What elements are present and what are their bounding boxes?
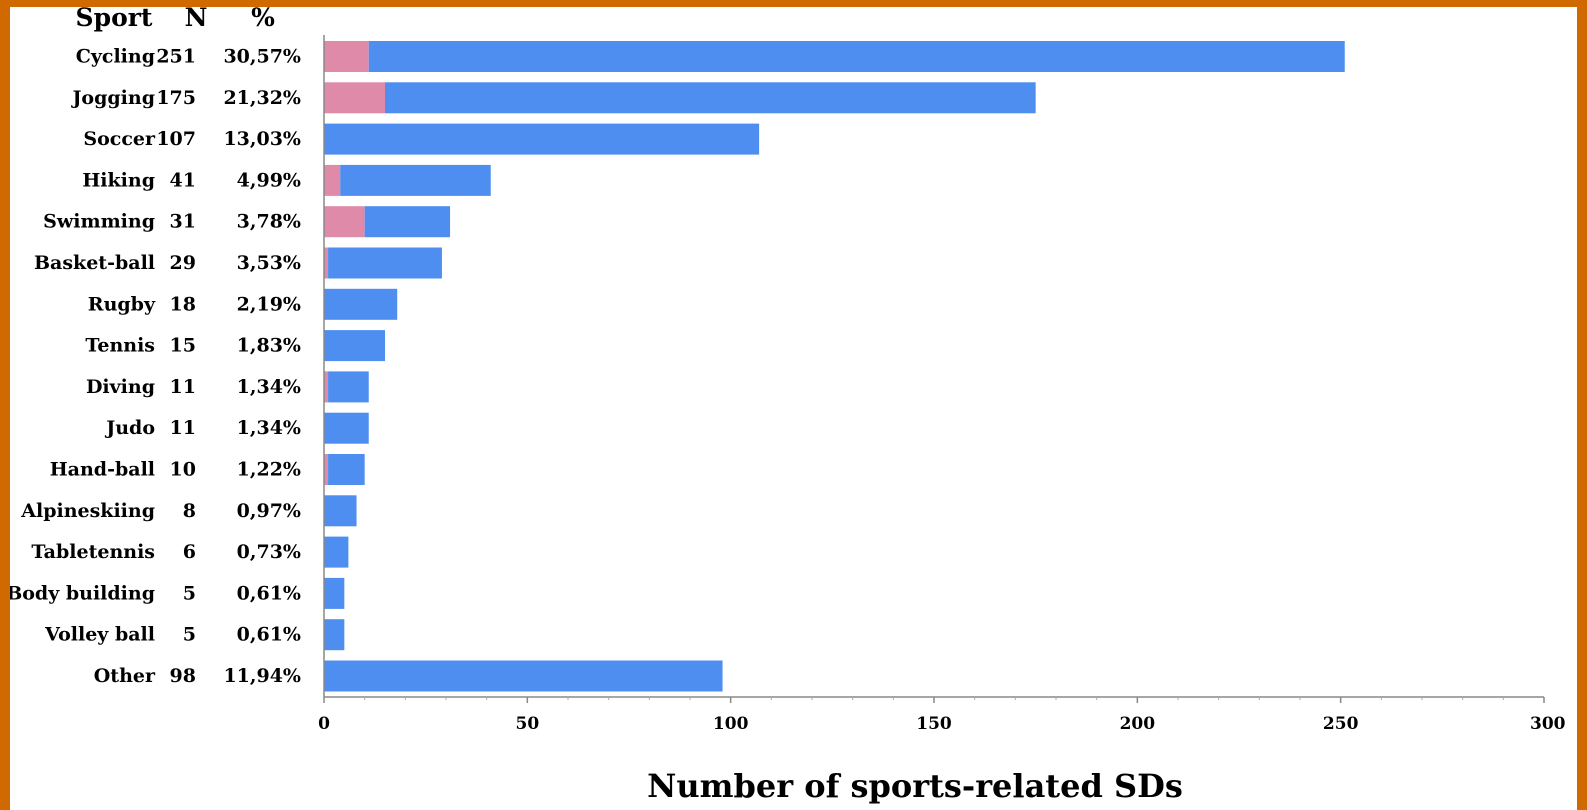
- bar-segment-blue: [340, 164, 491, 196]
- header-percent: %: [251, 7, 275, 32]
- percent-label: 0,61%: [237, 624, 301, 646]
- x-tick-label: 150: [916, 714, 952, 734]
- count-label: 175: [156, 87, 196, 109]
- bar-segment-blue: [324, 619, 345, 651]
- sport-label: Alpineskiing: [20, 500, 155, 522]
- percent-label: 13,03%: [223, 128, 301, 150]
- sport-label: Judo: [104, 417, 155, 439]
- bar-segment-pink: [324, 371, 329, 403]
- count-label: 11: [170, 376, 196, 398]
- count-label: 98: [170, 665, 196, 687]
- count-label: 5: [183, 624, 196, 646]
- sport-label: Body building: [10, 582, 155, 604]
- percent-label: 30,57%: [223, 46, 301, 68]
- bar-segment-pink: [324, 454, 329, 485]
- header-n: N: [185, 7, 208, 32]
- bar-segment-blue: [328, 247, 442, 279]
- count-label: 107: [156, 128, 196, 150]
- count-label: 11: [170, 417, 196, 439]
- sport-label: Soccer: [83, 128, 156, 150]
- count-label: 29: [170, 252, 196, 274]
- count-label: 6: [183, 541, 196, 563]
- chart-panel: Sport N % Cycling 251 30,57% Jogging 175 21,3…: [10, 7, 1577, 810]
- bar-segment-blue: [324, 660, 723, 692]
- count-label: 15: [170, 335, 196, 357]
- bar-chart: Sport N % Cycling 251 30,57% Jogging 175 21,3…: [10, 7, 1566, 805]
- count-label: 41: [170, 169, 196, 191]
- bar-segment-pink: [324, 164, 341, 196]
- row-labels: Cycling 251 30,57%Jogging 175 21,32%Soccer 10…: [10, 46, 301, 688]
- bar-segment-blue: [324, 330, 385, 362]
- percent-label: 1,83%: [237, 335, 301, 357]
- x-axis: 0 50 100 150 200 250 300: [318, 35, 1566, 734]
- percent-label: 1,34%: [237, 376, 301, 398]
- sport-label: Tabletennis: [31, 541, 155, 563]
- count-label: 10: [170, 459, 196, 481]
- bar-segment-blue: [385, 82, 1036, 114]
- x-tick-label: 0: [318, 714, 330, 734]
- bar-segment-pink: [324, 41, 369, 72]
- header-sport: Sport: [76, 7, 153, 32]
- percent-label: 3,78%: [237, 211, 301, 233]
- sport-label: Cycling: [76, 46, 155, 68]
- sport-label: Jogging: [70, 87, 155, 109]
- percent-label: 4,99%: [237, 169, 301, 191]
- bar-segment-pink: [324, 206, 365, 238]
- x-axis-label: Number of sports-related SDs: [647, 767, 1183, 805]
- sport-label: Diving: [86, 376, 155, 398]
- percent-label: 11,94%: [223, 665, 301, 687]
- percent-label: 1,22%: [237, 459, 301, 481]
- bar-segment-blue: [324, 412, 369, 444]
- x-tick-label: 200: [1120, 714, 1156, 734]
- percent-label: 0,73%: [237, 541, 301, 563]
- bars: [324, 41, 1345, 692]
- sport-label: Swimming: [43, 211, 155, 233]
- count-label: 8: [183, 500, 196, 522]
- bar-segment-pink: [324, 247, 329, 279]
- bar-segment-blue: [328, 454, 365, 485]
- count-label: 5: [183, 582, 196, 604]
- sport-label: Hand-ball: [50, 459, 155, 481]
- bar-segment-pink: [324, 82, 385, 114]
- sport-label: Volley ball: [44, 624, 155, 646]
- bar-segment-blue: [364, 206, 451, 238]
- bar-segment-blue: [324, 123, 760, 155]
- bar-segment-blue: [368, 41, 1345, 72]
- table-headers: Sport N %: [76, 7, 276, 32]
- sport-label: Tennis: [85, 335, 155, 357]
- bar-segment-blue: [324, 495, 357, 527]
- sport-label: Rugby: [88, 293, 156, 315]
- sport-label: Other: [94, 665, 156, 687]
- percent-label: 3,53%: [237, 252, 301, 274]
- bar-segment-blue: [328, 371, 369, 403]
- x-tick-label: 300: [1530, 714, 1566, 734]
- bar-segment-blue: [324, 577, 345, 609]
- sport-label: Hiking: [82, 169, 155, 191]
- percent-label: 21,32%: [223, 87, 301, 109]
- x-tick-label: 100: [713, 714, 749, 734]
- sport-label: Basket-ball: [34, 252, 155, 274]
- percent-label: 2,19%: [237, 293, 301, 315]
- count-label: 251: [156, 46, 196, 68]
- percent-label: 0,61%: [237, 582, 301, 604]
- x-tick-label: 250: [1323, 714, 1359, 734]
- percent-label: 1,34%: [237, 417, 301, 439]
- x-tick-label: 50: [515, 714, 539, 734]
- percent-label: 0,97%: [237, 500, 301, 522]
- count-label: 31: [170, 211, 196, 233]
- bar-segment-blue: [324, 536, 349, 568]
- count-label: 18: [170, 293, 196, 315]
- bar-segment-blue: [324, 288, 398, 320]
